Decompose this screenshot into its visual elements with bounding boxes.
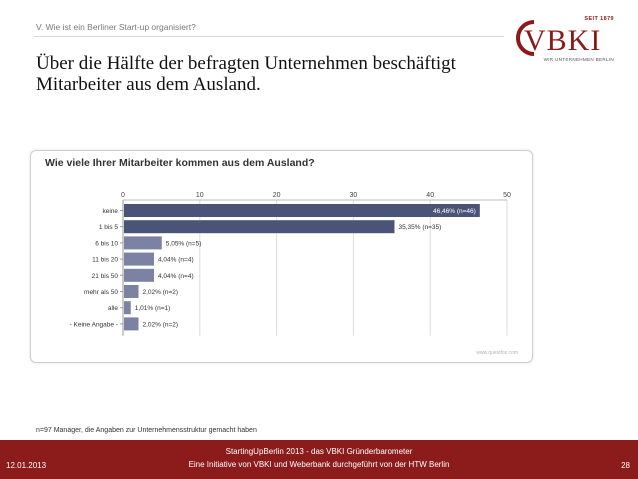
data-label: 35,35% (n=35) — [398, 224, 441, 231]
footer-date: 12.01.2013 — [6, 461, 47, 470]
bar — [124, 252, 155, 266]
bar — [124, 236, 162, 250]
footnote: n=97 Manager, die Angaben zur Unternehme… — [36, 427, 257, 434]
bar — [124, 285, 139, 298]
x-tick-label: 30 — [350, 192, 358, 199]
logo-arc — [516, 20, 535, 56]
bar-chart: 0 10 20 30 40 50 keine 46,46% (n=46) 1 bis 5 35,3… — [70, 192, 511, 336]
x-tick-label: 40 — [426, 192, 434, 199]
data-label: 2,02% (n=2) — [143, 289, 179, 296]
x-tick-label: 20 — [273, 192, 281, 199]
bar — [124, 317, 139, 331]
page-title-line-2: Mitarbeiter aus dem Ausland. — [36, 74, 261, 95]
bar — [124, 268, 155, 282]
header-divider — [34, 36, 504, 37]
logo-tagline: WIR UNTERNEHMEN BERLIN — [543, 57, 614, 62]
category-label: 1 bis 5 — [99, 224, 119, 231]
data-label: 2,02% (n=2) — [143, 321, 179, 328]
category-label: 21 bis 50 — [92, 273, 119, 280]
data-label: 4,04% (n=4) — [158, 273, 194, 280]
chart-title: Wie viele Ihrer Mitarbeiter kommen aus d… — [45, 157, 315, 169]
data-label: 4,04% (n=4) — [158, 257, 194, 264]
category-label: - Keine Angabe - — [70, 321, 118, 328]
bar — [124, 301, 131, 315]
x-tick-label: 0 — [121, 192, 125, 199]
vbki-logo: SEIT 1879 VBKI WIR UNTERNEHMEN BERLIN — [514, 10, 614, 66]
category-label: mehr als 50 — [84, 289, 118, 296]
data-label: 46,46% (n=46) — [433, 208, 476, 215]
section-label: V. Wie ist ein Berliner Start-up organis… — [36, 22, 196, 32]
category-label: alle — [108, 305, 119, 312]
logo-since: SEIT 1879 — [584, 16, 614, 22]
footer-subtitle: Eine Initiative von VBKI und Weberbank d… — [188, 460, 450, 469]
data-label: 1,01% (n=1) — [135, 305, 171, 312]
logo-wordmark: VBKI — [524, 24, 602, 57]
category-label: 6 bis 10 — [95, 240, 118, 247]
category-label: keine — [102, 208, 118, 215]
chart-source: www.questfox.com — [476, 350, 518, 356]
footer-bar: 12.01.2013 StartingUpBerlin 2013 - das V… — [0, 440, 638, 479]
data-label: 5,05% (n=5) — [166, 240, 202, 247]
bar — [124, 204, 480, 217]
page-number: 28 — [621, 461, 630, 470]
x-tick-label: 10 — [196, 192, 204, 199]
page-title: Über die Hälfte der befragten Unternehme… — [36, 53, 496, 95]
bar — [124, 220, 395, 234]
category-label: 11 bis 20 — [92, 257, 118, 264]
x-tick-label: 50 — [503, 192, 511, 199]
page-title-line-1: Über die Hälfte der befragten Unternehme… — [36, 53, 456, 74]
footer-title: StartingUpBerlin 2013 - das VBKI Gründer… — [225, 447, 413, 456]
chart-card: Wie viele Ihrer Mitarbeiter kommen aus d… — [30, 150, 533, 363]
